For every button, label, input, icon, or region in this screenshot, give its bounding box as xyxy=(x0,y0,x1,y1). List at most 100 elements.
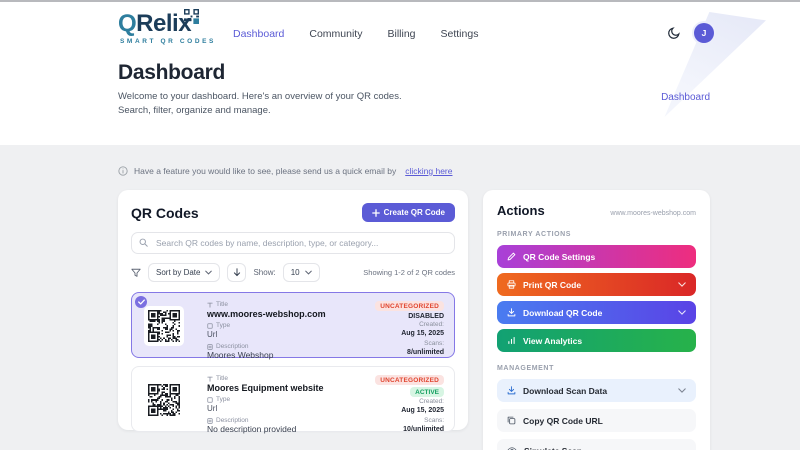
filter-icon[interactable] xyxy=(131,268,141,278)
chevron-down-icon xyxy=(304,270,312,275)
qr-type: Url xyxy=(207,404,218,414)
category-badge: UNCATEGORIZED xyxy=(375,301,444,311)
qr-description: No description provided xyxy=(207,424,297,435)
moon-icon xyxy=(668,27,680,39)
sort-direction-button[interactable] xyxy=(227,263,247,282)
qr-panel-title: QR Codes xyxy=(131,204,199,221)
top-edge-divider xyxy=(0,0,800,2)
description-field-icon xyxy=(207,417,213,424)
type-field-icon xyxy=(207,397,213,403)
qr-code-list-item[interactable]: Title www.moores-webshop.com Type Url De… xyxy=(131,292,455,361)
search-input[interactable] xyxy=(131,232,455,254)
type-field-label: Type xyxy=(216,396,231,404)
search-icon xyxy=(139,238,148,247)
create-qr-code-button[interactable]: Create QR Code xyxy=(361,203,455,222)
status-badge: DISABLED xyxy=(408,313,444,320)
download-qr-code-button[interactable]: Download QR Code xyxy=(497,301,696,324)
bar-chart-icon xyxy=(508,336,515,345)
qr-description: Moores Webshop xyxy=(207,350,274,361)
chevron-down-icon xyxy=(678,310,686,315)
created-value: Aug 15, 2025 xyxy=(401,330,444,338)
qr-type: Url xyxy=(207,330,218,340)
site-header: QRelix SMART QR CODES Dashboard Communit… xyxy=(0,0,800,145)
download-icon xyxy=(507,386,516,395)
nav-settings[interactable]: Settings xyxy=(440,28,479,40)
simulate-scan-button[interactable]: Simulate Scan xyxy=(497,439,696,450)
nav-community[interactable]: Community xyxy=(309,28,363,40)
qr-title: www.moores-webshop.com xyxy=(207,308,326,319)
qr-title: Moores Equipment website xyxy=(207,382,324,393)
eye-icon xyxy=(507,447,517,450)
page-size-select[interactable]: 10 xyxy=(282,263,320,282)
print-qr-code-label: Print QR Code xyxy=(523,279,582,290)
category-badge: UNCATEGORIZED xyxy=(375,375,444,385)
info-icon xyxy=(118,166,128,176)
qr-code-list: Title www.moores-webshop.com Type Url De… xyxy=(131,292,455,435)
scans-label: Scans: xyxy=(424,416,444,424)
actions-panel: Actions www.moores-webshop.com PRIMARY A… xyxy=(483,190,710,450)
main-nav: Dashboard Community Billing Settings xyxy=(233,28,478,40)
title-field-icon xyxy=(207,376,213,382)
description-field-label: Description xyxy=(216,416,249,424)
breadcrumb[interactable]: Dashboard xyxy=(661,92,710,103)
create-qr-code-label: Create QR Code xyxy=(383,208,445,217)
banner-link[interactable]: clicking here xyxy=(405,166,453,176)
user-avatar[interactable]: J xyxy=(694,23,714,43)
copy-qr-code-url-label: Copy QR Code URL xyxy=(523,415,603,426)
brand-name: QRelix xyxy=(118,10,192,37)
created-value: Aug 15, 2025 xyxy=(401,407,444,415)
welcome-text: Welcome to your dashboard. Here's an ove… xyxy=(118,90,402,119)
check-icon xyxy=(137,299,145,305)
sort-by-select[interactable]: Sort by Date xyxy=(148,263,221,282)
brand-tagline: SMART QR CODES xyxy=(120,38,216,46)
type-field-icon xyxy=(207,323,213,329)
print-qr-code-button[interactable]: Print QR Code xyxy=(497,273,696,296)
scans-value: 10/unlimited xyxy=(403,426,444,433)
page-title: Dashboard xyxy=(118,61,225,84)
title-field-label: Title xyxy=(216,301,229,308)
welcome-line-1: Welcome to your dashboard. Here's an ove… xyxy=(118,91,402,102)
welcome-line-2: Search, filter, organize and manage. xyxy=(118,105,271,117)
qr-code-thumbnail xyxy=(144,380,184,420)
arrow-down-icon xyxy=(233,268,241,277)
qr-code-settings-button[interactable]: QR Code Settings xyxy=(497,245,696,268)
download-scan-data-button[interactable]: Download Scan Data xyxy=(497,379,696,402)
management-label: MANAGEMENT xyxy=(497,365,554,372)
dark-mode-toggle[interactable] xyxy=(664,23,684,43)
sort-by-value: Sort by Date xyxy=(156,268,201,277)
title-field-icon xyxy=(207,302,213,308)
description-field-label: Description xyxy=(216,342,249,350)
simulate-scan-label: Simulate Scan xyxy=(524,446,582,450)
primary-actions-label: PRIMARY ACTIONS xyxy=(497,231,572,238)
show-label: Show: xyxy=(253,268,276,277)
view-analytics-button[interactable]: View Analytics xyxy=(497,329,696,352)
description-field-icon xyxy=(207,343,213,350)
created-label: Created: xyxy=(419,398,444,405)
qr-code-settings-label: QR Code Settings xyxy=(523,251,596,262)
nav-dashboard[interactable]: Dashboard xyxy=(233,28,285,40)
list-controls: Sort by Date Show: 10 Showing 1-2 of 2 Q… xyxy=(131,263,455,282)
plus-icon xyxy=(371,208,380,217)
chevron-down-icon xyxy=(678,282,686,287)
chevron-down-icon xyxy=(678,388,686,393)
printer-icon xyxy=(507,280,516,289)
copy-icon xyxy=(507,416,516,425)
banner-text: Have a feature you would like to see, pl… xyxy=(134,166,397,176)
actions-context: www.moores-webshop.com xyxy=(610,210,696,217)
qr-code-thumbnail xyxy=(144,306,184,346)
header-actions: J xyxy=(664,23,714,43)
download-qr-code-label: Download QR Code xyxy=(523,307,603,318)
actions-title: Actions xyxy=(497,203,545,218)
view-analytics-label: View Analytics xyxy=(523,335,583,346)
title-field-label: Title xyxy=(216,375,229,382)
download-icon xyxy=(507,308,516,317)
chevron-down-icon xyxy=(205,270,213,275)
qr-code-list-item[interactable]: Title Moores Equipment website Type Url … xyxy=(131,366,455,435)
created-label: Created: xyxy=(419,321,444,328)
download-scan-data-label: Download Scan Data xyxy=(523,385,608,396)
nav-billing[interactable]: Billing xyxy=(387,28,416,40)
page-size-value: 10 xyxy=(290,268,300,277)
copy-qr-code-url-button[interactable]: Copy QR Code URL xyxy=(497,409,696,432)
brand-logo[interactable]: QRelix SMART QR CODES xyxy=(118,9,216,46)
